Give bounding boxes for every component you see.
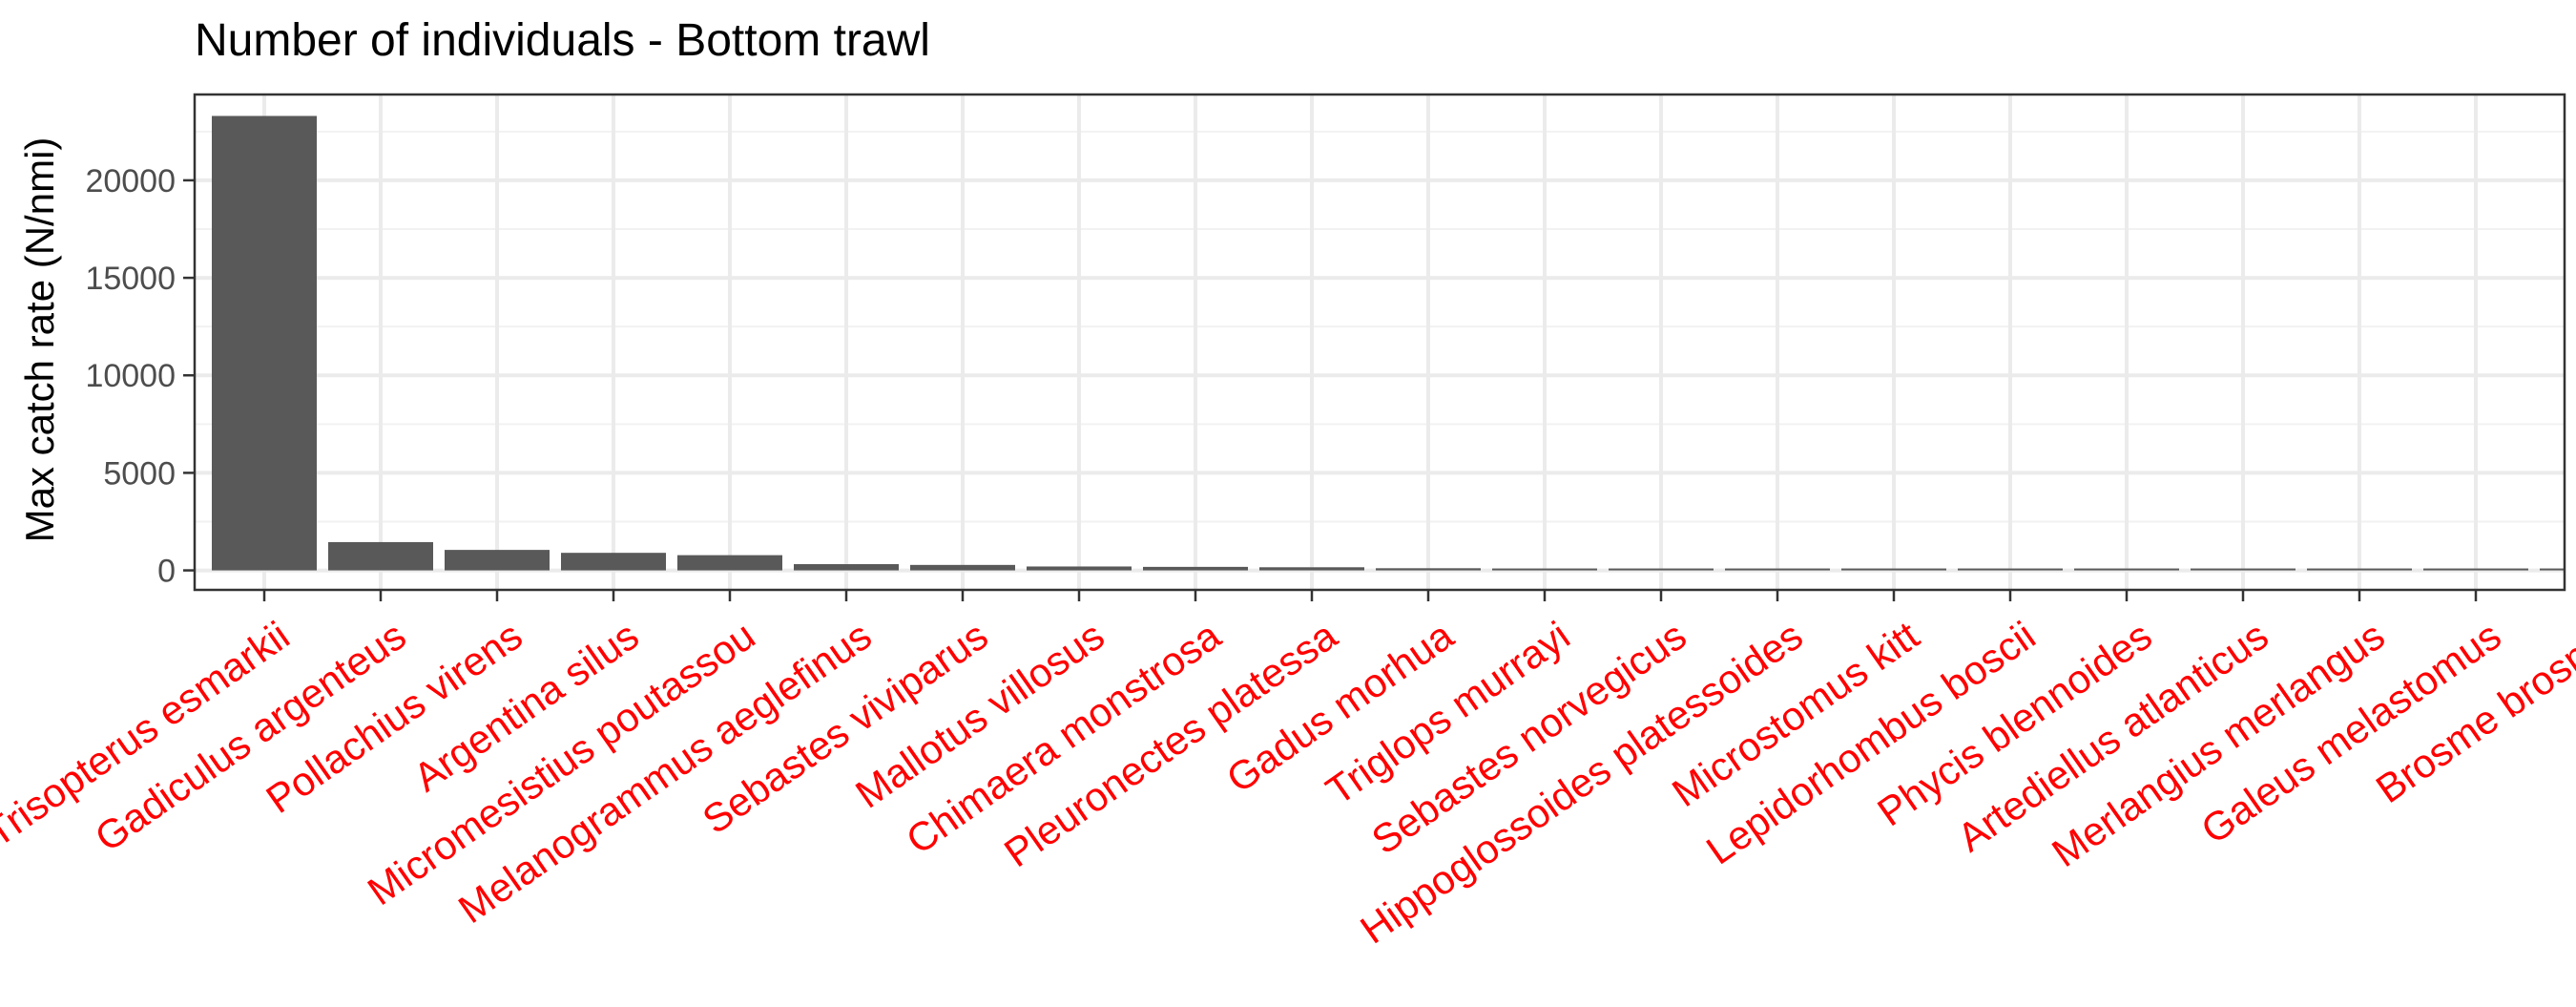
y-axis-label: Max catch rate (N/nmi) bbox=[17, 137, 62, 543]
bar bbox=[1027, 566, 1132, 571]
bar bbox=[1259, 567, 1364, 571]
bars bbox=[212, 115, 2565, 571]
y-tick-label: 20000 bbox=[85, 163, 176, 199]
grid-lines bbox=[195, 94, 2565, 590]
bar bbox=[1143, 566, 1248, 571]
bar bbox=[328, 541, 433, 571]
bar bbox=[2307, 568, 2412, 571]
y-tick-label: 10000 bbox=[85, 358, 176, 394]
bar bbox=[794, 564, 899, 571]
bar bbox=[1492, 568, 1597, 571]
bar bbox=[910, 564, 1015, 571]
chart-title: Number of individuals - Bottom trawl bbox=[195, 15, 930, 66]
bar bbox=[1376, 568, 1481, 571]
bar bbox=[677, 555, 782, 571]
bar bbox=[2540, 568, 2565, 571]
y-tick-label: 5000 bbox=[103, 455, 176, 492]
bar bbox=[1725, 568, 1830, 571]
plot-panel-border bbox=[193, 93, 2566, 592]
bar bbox=[445, 550, 550, 571]
bar bbox=[2074, 568, 2179, 571]
bar bbox=[2423, 568, 2528, 571]
bar bbox=[1841, 568, 1946, 571]
bar bbox=[2191, 568, 2296, 571]
y-tick-label: 0 bbox=[157, 554, 176, 590]
bar bbox=[1958, 568, 2063, 571]
y-tick-label: 15000 bbox=[85, 261, 176, 297]
bar bbox=[1609, 568, 1714, 571]
y-axis: 0 5000 10000 15000 20000 bbox=[85, 163, 195, 590]
bar bbox=[212, 115, 317, 571]
bar bbox=[561, 553, 666, 571]
